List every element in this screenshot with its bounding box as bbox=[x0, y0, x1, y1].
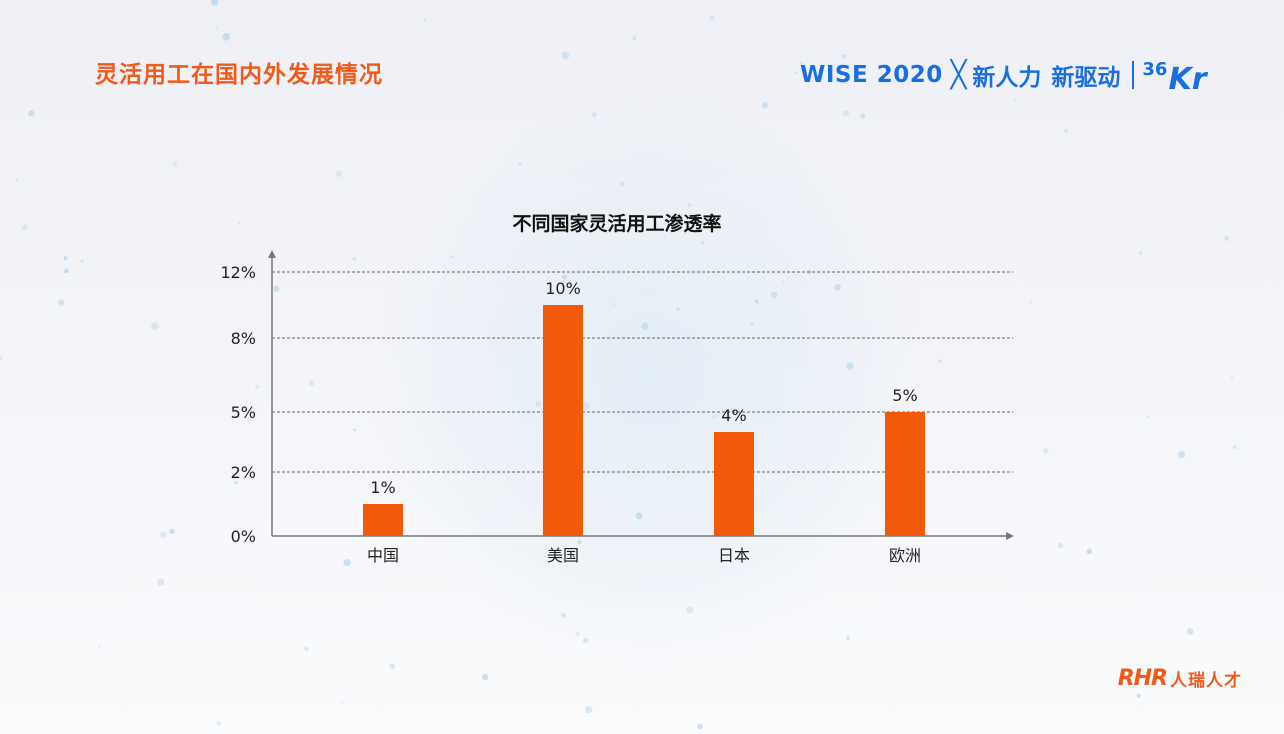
cross-icon: ╳ bbox=[950, 60, 967, 90]
logo-36kr-number: 36 bbox=[1142, 58, 1168, 80]
chart-title: 不同国家灵活用工渗透率 bbox=[512, 212, 721, 235]
bar bbox=[885, 412, 925, 536]
y-tick-label: 0% bbox=[231, 527, 256, 546]
data-labels: 1% 10% 4% 5% bbox=[370, 279, 917, 497]
slogan-part-1: 新人力 bbox=[972, 65, 1042, 91]
bar bbox=[714, 432, 754, 536]
event-brand: WISE 2020 ╳ 新人力 新驱动 36 Kr bbox=[800, 55, 1207, 97]
y-tick-label: 8% bbox=[231, 329, 256, 348]
y-tick-label: 12% bbox=[220, 263, 256, 282]
chart-bars bbox=[363, 305, 925, 536]
x-axis-arrow-icon bbox=[1006, 532, 1014, 540]
data-label: 10% bbox=[545, 279, 581, 298]
x-category-label: 美国 bbox=[547, 546, 579, 565]
data-label: 4% bbox=[721, 406, 746, 425]
page-title: 灵活用工在国内外发展情况 bbox=[95, 62, 383, 88]
bar bbox=[543, 305, 583, 536]
x-axis-categories: 中国 美国 日本 欧洲 bbox=[367, 546, 921, 565]
rhr-logo-mark: RHR bbox=[1117, 666, 1168, 691]
brand-divider bbox=[1132, 61, 1135, 89]
logo-36kr-letters: Kr bbox=[1168, 61, 1207, 97]
footer-logo: RHR 人瑞人才 bbox=[1118, 666, 1242, 691]
event-name: WISE 2020 bbox=[800, 62, 943, 88]
data-label: 5% bbox=[892, 386, 917, 405]
x-category-label: 中国 bbox=[367, 546, 399, 565]
y-axis-arrow-icon bbox=[268, 250, 276, 258]
x-category-label: 日本 bbox=[718, 546, 750, 565]
data-label: 1% bbox=[370, 478, 395, 497]
x-category-label: 欧洲 bbox=[889, 546, 921, 565]
background-globe bbox=[370, 100, 930, 660]
y-tick-label: 2% bbox=[231, 463, 256, 482]
bar bbox=[363, 504, 403, 536]
rhr-logo-text: 人瑞人才 bbox=[1170, 671, 1242, 691]
slogan-part-2: 新驱动 bbox=[1051, 65, 1121, 91]
y-tick-label: 5% bbox=[231, 403, 256, 422]
y-axis-ticks: 0% 2% 5% 8% 12% bbox=[220, 263, 256, 546]
